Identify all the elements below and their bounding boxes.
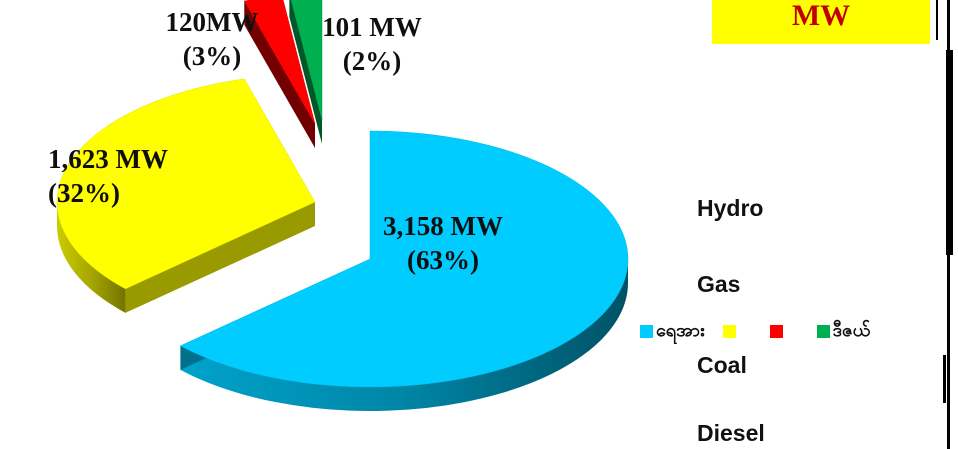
pie-slice-side-hydro bbox=[180, 259, 628, 411]
inner-border-line-middle bbox=[946, 50, 953, 255]
legend-row: ရေအား ဒီဇယ် bbox=[640, 318, 958, 344]
pie-slices bbox=[56, 0, 629, 411]
legend-swatch-diesel bbox=[816, 325, 830, 338]
legend-text-diesel: ဒီဇယ် bbox=[832, 320, 871, 341]
data-label-gas-percent: (32%) bbox=[48, 178, 120, 208]
pie-slice-wall-coal-0 bbox=[244, 0, 315, 149]
legend-swatch-hydro bbox=[640, 325, 653, 338]
legend-label-coal: Coal bbox=[697, 352, 747, 378]
data-label-coal-percent: (3%) bbox=[182, 41, 242, 71]
data-label-coal: 120MW (3%) bbox=[152, 5, 272, 73]
pie-slice-wall-gas-0 bbox=[125, 202, 315, 313]
unit-box: MW bbox=[712, 0, 930, 44]
data-label-hydro: 3,158 MW (63%) bbox=[358, 209, 528, 277]
pie-slice-side-gas bbox=[57, 202, 126, 313]
pie-slice-wall-diesel-0 bbox=[289, 0, 322, 144]
data-label-hydro-percent: (63%) bbox=[407, 245, 479, 275]
pie-slice-gas bbox=[56, 78, 316, 290]
data-label-hydro-value: 3,158 MW bbox=[383, 211, 503, 241]
data-label-gas-value: 1,623 MW bbox=[48, 144, 168, 174]
data-label-coal-value: 120MW bbox=[165, 7, 259, 37]
inner-border-line-lower bbox=[943, 355, 946, 403]
pie-slice-hydro bbox=[179, 130, 629, 388]
legend-label-gas: Gas bbox=[697, 271, 741, 297]
data-label-diesel: 101 MW (2%) bbox=[302, 10, 442, 78]
pie-slice-coal bbox=[243, 0, 316, 125]
legend-swatch-coal bbox=[769, 325, 783, 338]
data-label-diesel-percent: (2%) bbox=[342, 46, 402, 76]
inner-border-line-top bbox=[936, 0, 938, 40]
legend-label-hydro: Hydro bbox=[697, 195, 764, 221]
legend-label-diesel: Diesel bbox=[697, 420, 765, 446]
data-label-diesel-value: 101 MW bbox=[322, 12, 422, 42]
legend-text-hydro: ရေအား bbox=[656, 320, 705, 341]
pie-slice-diesel bbox=[290, 0, 323, 121]
legend-swatch-gas bbox=[722, 325, 736, 338]
data-label-gas: 1,623 MW (32%) bbox=[48, 142, 168, 210]
